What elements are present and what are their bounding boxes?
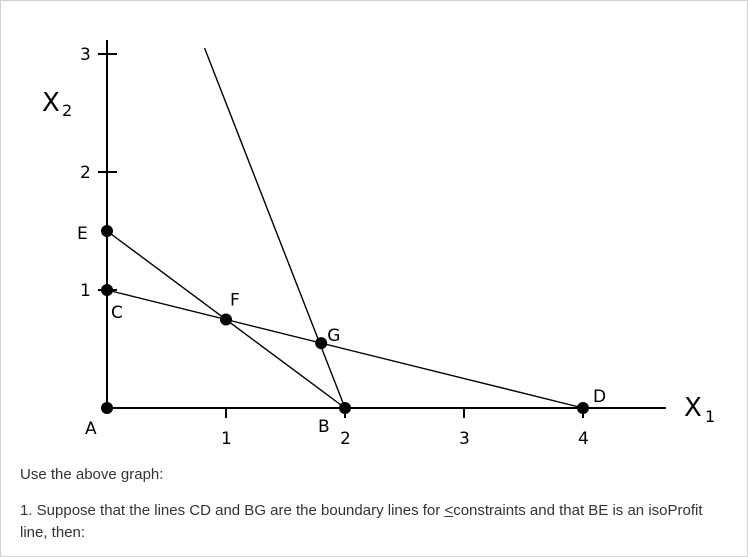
x-tick-label: 1: [221, 429, 232, 449]
question-suffix: constraints and that BE is an isoProfit …: [20, 502, 703, 541]
x-axis-subscript: 1: [705, 407, 715, 426]
x-tick-label: 2: [340, 429, 351, 449]
question-prefix: 1. Suppose that the lines CD and BG are …: [20, 502, 445, 519]
y-tick-label: 3: [80, 45, 91, 65]
point-c: [101, 284, 113, 296]
point-label-g: G: [327, 326, 340, 346]
point-label-d: D: [593, 387, 606, 407]
instruction-text: Use the above graph:: [20, 466, 164, 483]
point-f: [220, 313, 232, 326]
y-tick-label: 2: [80, 163, 91, 183]
point-label-e: E: [77, 224, 88, 244]
point-a: [101, 402, 113, 414]
y-tick-label: 1: [80, 281, 91, 301]
point-label-c: C: [111, 303, 123, 323]
point-e: [101, 225, 113, 237]
point-label-f: F: [230, 291, 240, 311]
line-bg: [203, 47, 346, 409]
question-1: 1. Suppose that the lines CD and BG are …: [20, 500, 710, 544]
point-b: [339, 402, 351, 414]
point-label-a: A: [85, 419, 97, 439]
y-axis-name: X: [42, 88, 60, 118]
x-tick-label: 3: [459, 429, 470, 449]
point-d: [577, 402, 589, 414]
point-label-b: B: [318, 417, 330, 437]
y-axis-subscript: 2: [62, 101, 72, 120]
line-cd: [106, 289, 584, 409]
point-g: [315, 337, 328, 350]
question-text: Use the above graph: 1. Suppose that the…: [20, 464, 710, 544]
x-axis-name: X: [684, 393, 702, 423]
x-tick-label: 4: [578, 429, 589, 449]
less-equal-symbol: <: [444, 502, 454, 519]
